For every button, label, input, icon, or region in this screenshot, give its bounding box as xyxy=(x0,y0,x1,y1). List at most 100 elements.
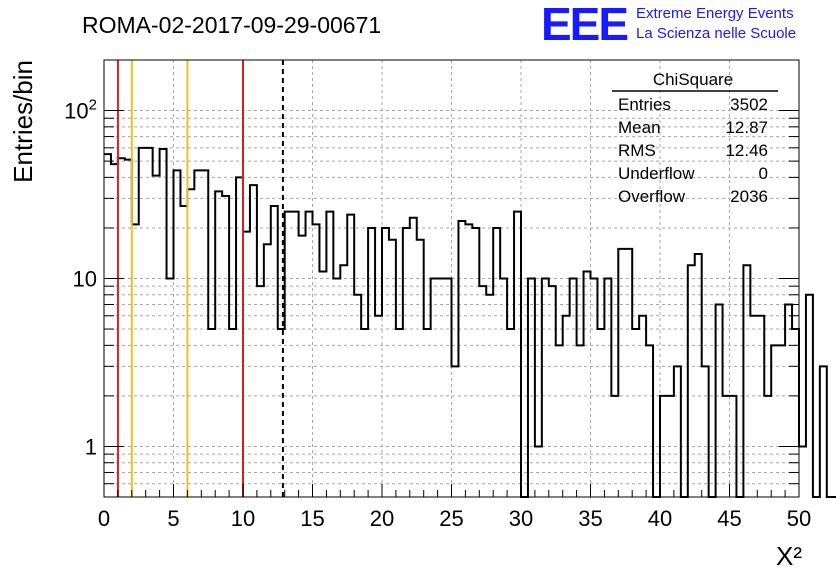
histogram-bin xyxy=(229,329,236,497)
stats-label-entries: Entries xyxy=(618,95,671,114)
histogram-bin xyxy=(604,279,611,498)
stats-label-rms: RMS xyxy=(618,141,656,160)
histogram-bin xyxy=(326,212,333,497)
stats-value-underflow: 0 xyxy=(759,164,768,183)
histogram-bin xyxy=(452,366,459,497)
histogram-bin xyxy=(445,279,452,498)
histogram-bin xyxy=(716,305,723,497)
histogram-bin xyxy=(201,170,208,497)
histogram-bin xyxy=(730,396,737,497)
x-tick-label: 20 xyxy=(370,506,394,531)
histogram-bin xyxy=(222,196,229,497)
histogram-bin xyxy=(625,249,632,497)
histogram-bin xyxy=(250,185,257,497)
histogram-bin xyxy=(792,329,799,497)
stats-label-mean: Mean xyxy=(618,118,661,137)
histogram-bin xyxy=(785,305,792,497)
histogram-bin xyxy=(799,446,806,497)
histogram-bin xyxy=(750,316,757,497)
tagline-2: La Scienza nelle Scuole xyxy=(636,25,796,42)
stats-label-overflow: Overflow xyxy=(618,187,686,206)
histogram-bin xyxy=(438,279,445,498)
marker-lines xyxy=(116,60,284,497)
histogram-bin xyxy=(577,345,584,497)
histogram-bin xyxy=(528,279,535,498)
histogram-bin xyxy=(389,240,396,497)
x-tick-label: 30 xyxy=(509,506,533,531)
histogram-bin xyxy=(208,329,215,497)
stats-label-underflow: Underflow xyxy=(618,164,695,183)
histogram-bin xyxy=(702,366,709,497)
histogram-bin xyxy=(236,177,243,497)
histogram-bin xyxy=(570,279,577,498)
tagline-1: Extreme Energy Events xyxy=(636,5,794,22)
histogram-bin xyxy=(563,316,570,497)
stats-title: ChiSquare xyxy=(653,70,733,89)
histogram-bin xyxy=(292,212,299,497)
histogram-bin xyxy=(243,232,250,497)
plot-frame xyxy=(103,59,800,498)
histogram-bin xyxy=(368,228,375,497)
x-tick-label: 50 xyxy=(787,506,811,531)
histogram-bin xyxy=(479,286,486,497)
histogram-bin xyxy=(215,191,222,497)
histogram-bin xyxy=(431,279,438,498)
histogram-bin xyxy=(611,396,618,497)
x-tick-label: 25 xyxy=(439,506,463,531)
histogram-bin xyxy=(194,170,201,497)
histogram-bin xyxy=(160,149,167,497)
histogram-bin xyxy=(271,206,278,497)
histogram-outline xyxy=(104,146,836,498)
x-tick-label: 15 xyxy=(300,506,324,531)
histogram-bin xyxy=(472,228,479,497)
histogram-bin xyxy=(347,215,354,497)
histogram-bin xyxy=(723,396,730,497)
histogram-bin xyxy=(375,316,382,497)
grid-lines xyxy=(104,59,799,498)
run-title: ROMA-02-2017-09-29-00671 xyxy=(82,12,381,38)
histogram-bin xyxy=(313,224,320,497)
histogram-bin xyxy=(743,265,750,497)
histogram-bin xyxy=(632,329,639,497)
x-tick-label: 5 xyxy=(167,506,179,531)
stats-value-mean: 12.87 xyxy=(725,118,768,137)
histogram-bin xyxy=(410,218,417,497)
y-tick-label: 10 xyxy=(73,267,97,292)
histogram-bin xyxy=(132,224,139,497)
histogram-bin xyxy=(820,366,827,497)
histogram-bin xyxy=(660,396,667,497)
histogram-bin xyxy=(778,345,785,497)
stats-value-rms: 12.46 xyxy=(725,141,768,160)
histogram-bin xyxy=(458,221,465,497)
histogram-bin xyxy=(403,228,410,497)
histogram-bin xyxy=(319,272,326,497)
histogram-bin xyxy=(187,189,194,497)
histogram-bin xyxy=(417,240,424,497)
histogram-bin xyxy=(535,446,542,497)
histogram-bin xyxy=(688,265,695,497)
histogram-bin xyxy=(618,249,625,497)
histogram-bin xyxy=(667,396,674,497)
histogram-series xyxy=(104,146,836,498)
histogram-bin xyxy=(771,345,778,497)
histogram-bin xyxy=(299,236,306,497)
x-tick-label: 45 xyxy=(717,506,741,531)
histogram-bin xyxy=(104,154,111,497)
x-tick-label: 0 xyxy=(98,506,110,531)
histogram-bin xyxy=(396,329,403,497)
histogram-bin xyxy=(584,272,591,497)
histogram-bin xyxy=(340,265,347,497)
histogram-bin xyxy=(361,329,368,497)
histogram-bin xyxy=(257,286,264,497)
histogram-bin xyxy=(806,295,813,497)
histogram-bin xyxy=(354,295,361,497)
histogram-bin xyxy=(646,345,653,497)
histogram-bin xyxy=(549,286,556,497)
x-tick-label: 10 xyxy=(231,506,255,531)
stats-value-overflow: 2036 xyxy=(730,187,768,206)
x-tick-label: 35 xyxy=(578,506,602,531)
histogram-bin xyxy=(139,148,146,497)
histogram-bin xyxy=(111,164,118,497)
histogram-bin xyxy=(125,160,132,497)
